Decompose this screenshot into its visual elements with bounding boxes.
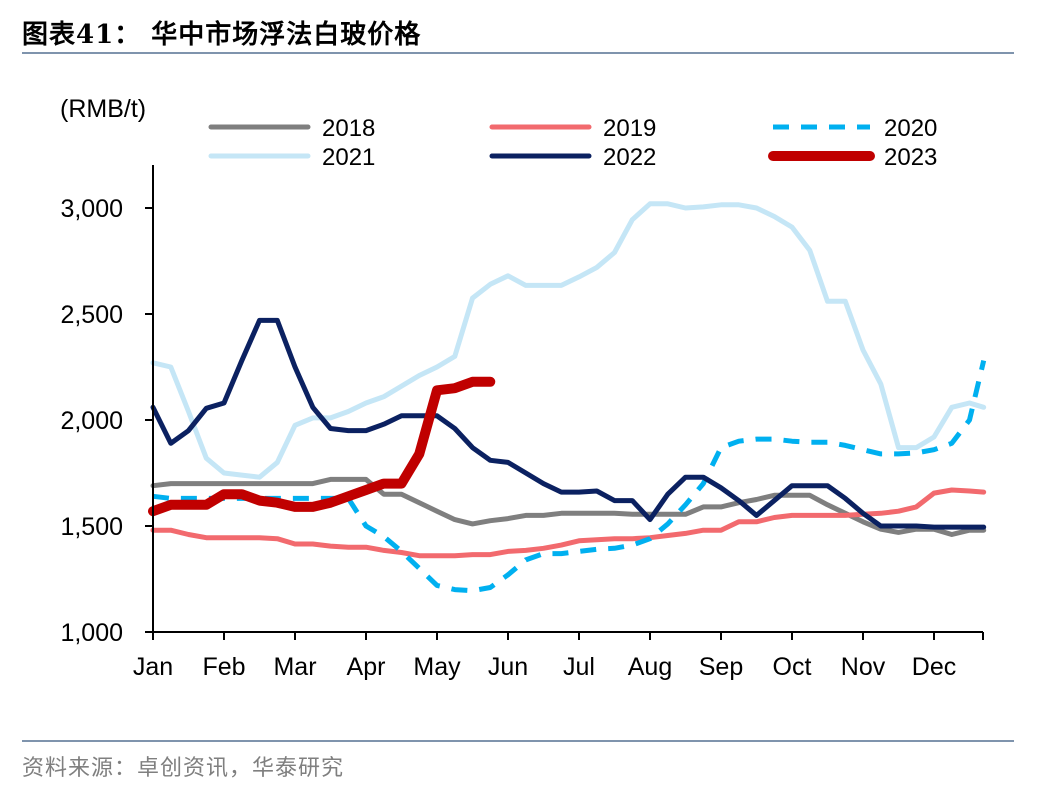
x-tick-label: Jun — [488, 653, 528, 681]
source-note: 资料来源：卓创资讯，华泰研究 — [22, 756, 345, 781]
figure-title: 图表41： 华中市场浮法白玻价格 — [22, 20, 422, 50]
y-tick-label: 2,500 — [60, 301, 123, 329]
footer-divider — [22, 740, 1014, 742]
series-line-2020 — [152, 360, 987, 594]
x-tick-label: Feb — [202, 653, 245, 681]
legend-label-2019: 2019 — [603, 115, 656, 142]
y-axis-unit-label: (RMB/t) — [60, 95, 146, 123]
legend-label-2020: 2020 — [884, 115, 937, 142]
x-tick-label: Oct — [773, 653, 812, 681]
legend-label-2023: 2023 — [884, 144, 937, 171]
x-tick-label: Apr — [347, 653, 386, 681]
y-tick-label: 1,000 — [60, 619, 123, 647]
y-tick-label: 1,500 — [60, 513, 123, 541]
x-tick-label: Jan — [133, 653, 173, 681]
series-line-2023 — [148, 376, 496, 517]
x-tick-label: Jul — [563, 653, 595, 681]
series-line-2022 — [150, 317, 987, 530]
series-line-2019 — [150, 487, 987, 559]
x-tick-label: Dec — [912, 653, 956, 681]
title-divider — [22, 52, 1014, 54]
chart-axes: 1,000 1,500 2,000 2,500 3,000 Jan Feb Mar Apr May… — [60, 165, 984, 681]
y-tick-label: 3,000 — [60, 195, 123, 223]
legend-label-2022: 2022 — [603, 144, 656, 171]
legend-label-2021: 2021 — [322, 144, 375, 171]
series-lines — [148, 201, 987, 594]
x-tick-label: Aug — [628, 653, 672, 681]
x-tick-label: Mar — [273, 653, 316, 681]
y-tick-label: 2,000 — [60, 407, 123, 435]
legend-label-2018: 2018 — [322, 115, 375, 142]
x-tick-label: May — [413, 653, 461, 681]
series-line-2021 — [150, 201, 987, 480]
x-tick-label: Sep — [699, 653, 743, 681]
chart-legend: 2018 2019 2020 2021 2022 2023 — [208, 115, 937, 171]
x-tick-label: Nov — [841, 653, 886, 681]
